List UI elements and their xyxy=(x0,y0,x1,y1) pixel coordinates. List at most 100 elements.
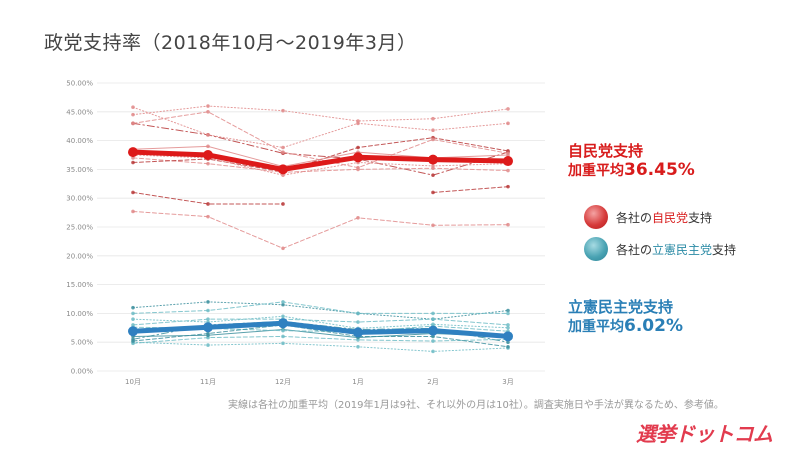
data-point xyxy=(506,222,510,227)
y-tick-label: 50.00% xyxy=(66,80,93,88)
legend-ldp-party: 自民党 xyxy=(652,210,689,225)
data-point xyxy=(356,121,360,126)
x-tick-label: 3月 xyxy=(502,378,513,386)
series-line xyxy=(132,301,509,314)
data-point xyxy=(356,345,360,349)
data-point xyxy=(506,121,510,126)
series-line xyxy=(432,186,509,193)
data-point xyxy=(281,300,285,304)
data-point xyxy=(506,184,510,189)
data-point xyxy=(128,326,138,337)
data-point xyxy=(206,317,210,321)
data-point xyxy=(131,311,135,316)
data-point xyxy=(503,331,513,342)
series-line xyxy=(132,111,509,169)
cdp-annotation-title: 立憲民主党支持 xyxy=(568,298,674,316)
data-point xyxy=(206,104,210,108)
data-point xyxy=(503,156,513,167)
data-point xyxy=(131,160,135,165)
x-axis-ticks: 10月 11月 12月 1月 2月 3月 xyxy=(125,378,514,386)
ldp-poll-series xyxy=(131,209,510,251)
series-line xyxy=(130,149,511,172)
legend-cdp-suffix: 支持 xyxy=(712,242,737,257)
legend-cdp-prefix: 各社の xyxy=(616,242,653,257)
ldp-avg-value: 36.45% xyxy=(624,160,695,180)
ldp-poll-series xyxy=(131,184,510,206)
data-point xyxy=(131,305,135,310)
data-point xyxy=(506,107,510,111)
data-point xyxy=(431,317,435,321)
series-line xyxy=(132,157,509,173)
data-point xyxy=(281,334,285,339)
y-tick-label: 5.00% xyxy=(71,339,94,347)
data-point xyxy=(206,133,210,137)
site-logo[interactable]: 選挙ドットコム xyxy=(636,422,773,446)
series-lines xyxy=(128,104,513,354)
legend-item-ldp: 各社の 自民党 支持 xyxy=(584,205,712,229)
y-tick-label: 35.00% xyxy=(66,166,93,174)
series-line xyxy=(132,154,509,176)
data-point xyxy=(206,161,210,166)
data-point xyxy=(131,339,135,343)
series-line xyxy=(132,315,509,329)
ldp-avg-label: 加重平均 xyxy=(568,163,624,179)
y-tick-label: 10.00% xyxy=(66,310,93,318)
data-point xyxy=(353,152,363,163)
cdp-poll-series xyxy=(131,300,510,321)
data-point xyxy=(356,320,360,324)
data-point xyxy=(431,349,435,354)
data-point xyxy=(506,151,510,156)
cdp-annotation-avg: 加重平均6.02% xyxy=(568,316,683,336)
data-point xyxy=(206,110,210,114)
y-tick-label: 45.00% xyxy=(66,108,93,116)
data-point xyxy=(206,202,210,206)
data-point xyxy=(281,108,285,113)
ldp-poll-series xyxy=(131,105,510,150)
x-tick-label: 2月 xyxy=(427,378,438,386)
cdp-avg-value: 6.02% xyxy=(624,316,683,336)
data-point xyxy=(131,121,135,126)
data-point xyxy=(206,300,210,304)
data-point xyxy=(206,214,210,219)
x-tick-label: 10月 xyxy=(125,378,141,386)
data-point xyxy=(506,168,510,173)
data-point xyxy=(506,308,510,313)
data-point xyxy=(281,302,285,307)
data-point xyxy=(506,340,510,345)
y-tick-label: 40.00% xyxy=(66,137,93,145)
data-point xyxy=(506,326,510,330)
data-point xyxy=(506,345,510,349)
data-point xyxy=(431,311,435,316)
ldp-annotation-title: 自民党支持 xyxy=(568,142,644,160)
series-line xyxy=(132,106,509,149)
data-point xyxy=(281,314,285,319)
red-circle-icon xyxy=(584,205,608,229)
data-point xyxy=(278,164,288,175)
data-point xyxy=(206,144,210,149)
data-point xyxy=(131,105,135,109)
y-tick-label: 0.00% xyxy=(71,368,94,376)
data-point xyxy=(353,327,363,338)
series-line xyxy=(132,122,509,176)
data-point xyxy=(131,317,135,321)
data-point xyxy=(206,343,210,347)
data-point xyxy=(356,311,360,316)
data-point xyxy=(431,164,435,168)
data-point xyxy=(428,154,438,165)
cdp-avg-label: 加重平均 xyxy=(568,319,624,335)
series-line xyxy=(132,210,509,249)
footnote: 実線は各社の加重平均（2019年1月は9社、それ以外の月は10社）。調査実施日や… xyxy=(228,400,724,411)
series-line xyxy=(132,335,509,344)
cdp-poll-series xyxy=(131,314,510,331)
data-point xyxy=(281,341,285,346)
legend-ldp-suffix: 支持 xyxy=(688,210,713,225)
y-tick-label: 30.00% xyxy=(66,195,93,203)
data-point xyxy=(278,318,288,329)
data-point xyxy=(431,116,435,121)
data-point xyxy=(431,190,435,195)
chart-title: 政党支持率（2018年10月～2019年3月） xyxy=(44,32,417,54)
series-line xyxy=(130,320,511,339)
data-point xyxy=(356,165,360,170)
data-point xyxy=(281,246,285,251)
ldp-poll-series xyxy=(131,104,510,123)
